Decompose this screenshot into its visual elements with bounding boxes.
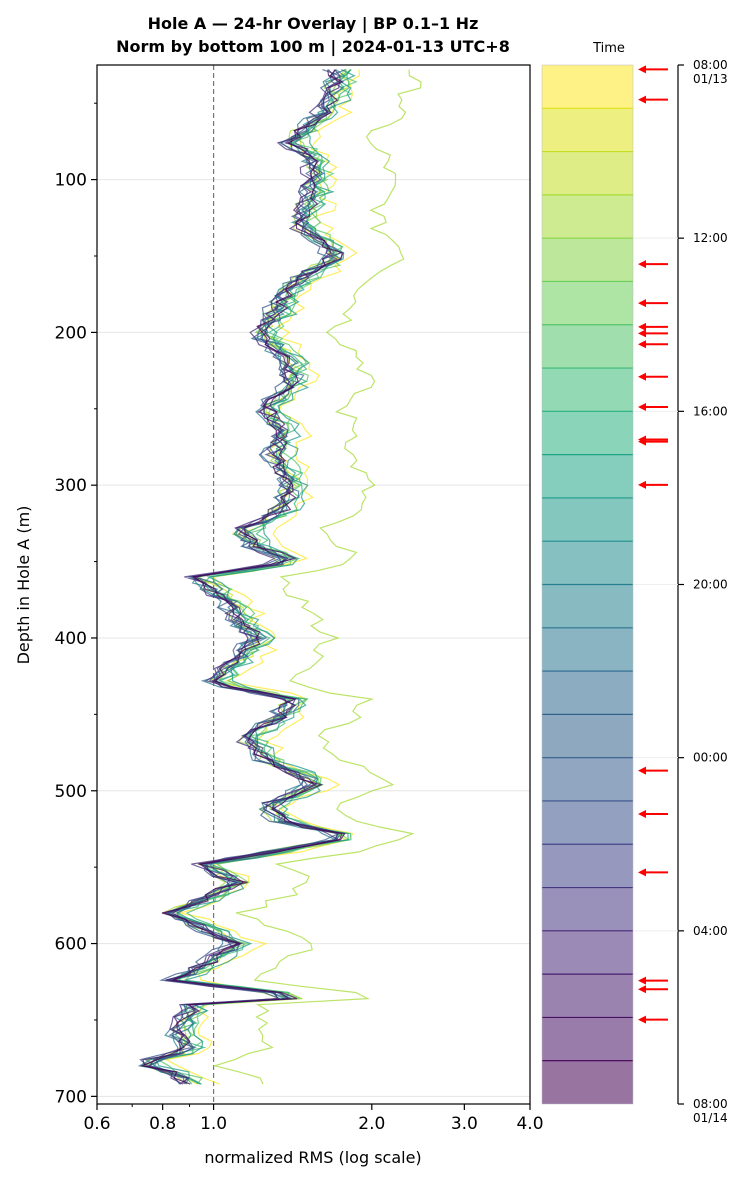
event-arrows (638, 65, 668, 1024)
event-arrow-head (638, 766, 646, 775)
colorbar-band (542, 497, 633, 542)
time-tick-label: 04:00 (693, 924, 728, 938)
colorbar-band (542, 844, 633, 888)
event-arrow-head (638, 322, 646, 331)
x-ticks: 0.6 0.8 1.0 2.0 3.0 4.0 (83, 1104, 544, 1134)
event-arrow-head (638, 329, 646, 338)
series-line (153, 69, 352, 1085)
colorbar-band (542, 238, 633, 282)
event-arrow-head (638, 437, 646, 446)
event-arrow-head (638, 1015, 646, 1024)
colorbar-band (542, 368, 633, 412)
time-tick-label: 01/14 (693, 1111, 728, 1125)
event-arrow-head (638, 985, 646, 994)
series-line (139, 69, 346, 1085)
x-tick-label: 4.0 (516, 1114, 543, 1134)
event-arrow-head (638, 299, 646, 308)
time-tick-label: 08:00 (693, 1097, 728, 1111)
colorbar-band (542, 108, 633, 152)
time-tick-label: 16:00 (693, 404, 728, 418)
colorbar-band (542, 65, 633, 109)
y-ticks: 100 200 300 400 500 600 700 (55, 102, 97, 1107)
colorbar-band (542, 454, 633, 498)
series-line (141, 69, 348, 1085)
y-tick-label: 300 (55, 476, 87, 496)
event-arrow-head (638, 480, 646, 489)
y-tick-label: 100 (55, 171, 87, 191)
time-tick-label: 20:00 (693, 578, 728, 592)
colorbar-label: Time (592, 41, 625, 56)
event-arrow-head (638, 340, 646, 349)
x-tick-label: 1.0 (200, 1114, 227, 1134)
event-arrow-head (638, 260, 646, 269)
grid-lines (97, 179, 530, 1097)
plot-frame (96, 64, 531, 1105)
chart-title: Hole A — 24-hr Overlay | BP 0.1–1 Hz (148, 14, 479, 34)
series-line (154, 69, 356, 1085)
colorbar-band (542, 800, 633, 845)
x-axis-label: normalized RMS (log scale) (204, 1148, 421, 1167)
y-tick-label: 700 (55, 1087, 87, 1107)
event-arrow-head (638, 95, 646, 104)
series-line (139, 69, 347, 1085)
y-tick-label: 500 (55, 782, 87, 802)
series-line (142, 69, 351, 1085)
series-line (148, 69, 341, 1085)
series-line (139, 69, 341, 1085)
colorbar-band (542, 930, 633, 975)
time-axis: 08:0001/1312:0016:0020:0000:0004:0008:00… (633, 58, 728, 1125)
series-line (146, 69, 343, 1085)
time-tick-label: 12:00 (693, 231, 728, 245)
y-tick-label: 200 (55, 323, 87, 343)
colorbar-band (542, 1017, 633, 1061)
time-tick-label: 00:00 (693, 751, 728, 765)
colorbar-band (542, 974, 633, 1018)
event-arrow-head (638, 403, 646, 412)
event-arrow-head (638, 809, 646, 818)
colorbar-band (542, 194, 633, 239)
colorbar-band (542, 151, 633, 195)
colorbar-band (542, 541, 633, 585)
series-line (144, 69, 346, 1085)
event-arrow-head (638, 976, 646, 985)
series-line (212, 69, 422, 1085)
colorbar-band (542, 411, 633, 455)
colorbar-band (542, 1060, 633, 1104)
event-arrow-head (638, 868, 646, 877)
colorbar-band (542, 757, 633, 801)
time-tick-label: 08:00 (693, 58, 728, 72)
y-tick-label: 400 (55, 629, 87, 649)
x-tick-label: 0.6 (83, 1114, 110, 1134)
colorbar-band (542, 671, 633, 715)
colorbar-band (542, 584, 633, 628)
y-axis-label: Depth in Hole A (m) (14, 506, 33, 665)
time-tick-label: 01/13 (693, 72, 728, 86)
x-tick-label: 0.8 (149, 1114, 176, 1134)
colorbar-band (542, 324, 633, 369)
colorbar-band (542, 627, 633, 672)
x-tick-label: 3.0 (451, 1114, 478, 1134)
colorbar-band (542, 887, 633, 931)
colorbar (541, 64, 634, 1105)
colorbar-band (542, 714, 633, 758)
colorbar-band (542, 281, 633, 325)
chart-subtitle: Norm by bottom 100 m | 2024-01-13 UTC+8 (116, 37, 510, 57)
event-arrow-head (638, 372, 646, 381)
x-tick-label: 2.0 (358, 1114, 385, 1134)
series-line (142, 69, 343, 1085)
y-tick-label: 600 (55, 935, 87, 955)
series-lines (137, 69, 422, 1085)
event-arrow-head (638, 65, 646, 74)
